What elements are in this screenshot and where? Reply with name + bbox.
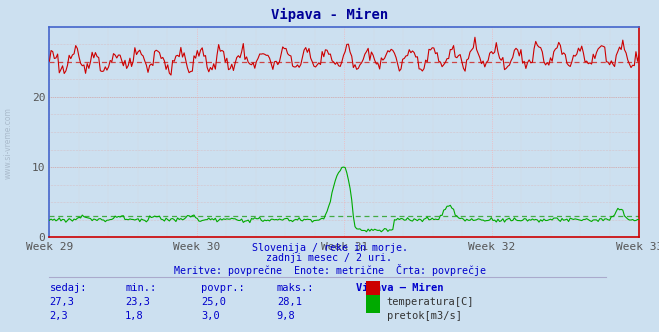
- Text: povpr.:: povpr.:: [201, 283, 244, 293]
- Text: 2,3: 2,3: [49, 311, 68, 321]
- Text: maks.:: maks.:: [277, 283, 314, 293]
- Text: sedaj:: sedaj:: [49, 283, 87, 293]
- Text: 9,8: 9,8: [277, 311, 295, 321]
- Text: zadnji mesec / 2 uri.: zadnji mesec / 2 uri.: [266, 253, 393, 263]
- Text: Vipava – Miren: Vipava – Miren: [356, 283, 444, 293]
- Text: 23,3: 23,3: [125, 297, 150, 307]
- Text: 27,3: 27,3: [49, 297, 74, 307]
- Text: min.:: min.:: [125, 283, 156, 293]
- Text: www.si-vreme.com: www.si-vreme.com: [4, 107, 13, 179]
- Text: temperatura[C]: temperatura[C]: [387, 297, 474, 307]
- Text: Meritve: povprečne  Enote: metrične  Črta: povprečje: Meritve: povprečne Enote: metrične Črta:…: [173, 264, 486, 276]
- Text: 1,8: 1,8: [125, 311, 144, 321]
- Text: 3,0: 3,0: [201, 311, 219, 321]
- Text: pretok[m3/s]: pretok[m3/s]: [387, 311, 462, 321]
- Text: 28,1: 28,1: [277, 297, 302, 307]
- Text: Vipava - Miren: Vipava - Miren: [271, 8, 388, 23]
- Text: Slovenija / reke in morje.: Slovenija / reke in morje.: [252, 243, 407, 253]
- Text: 25,0: 25,0: [201, 297, 226, 307]
